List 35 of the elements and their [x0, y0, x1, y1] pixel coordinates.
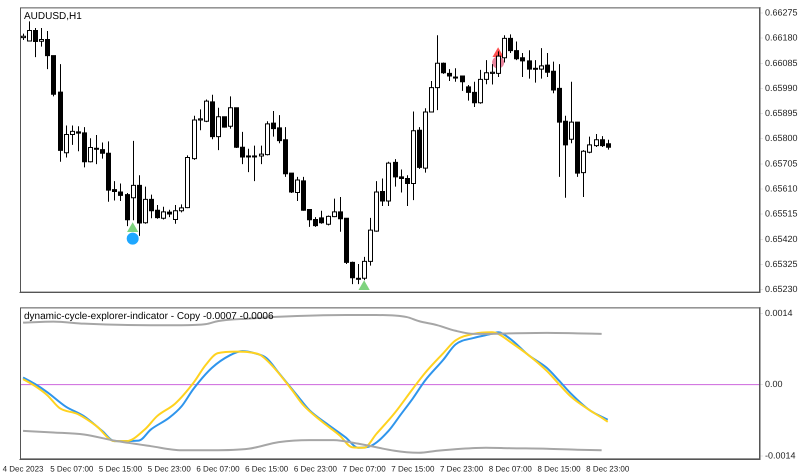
- y-tick-label: 0.65420: [765, 234, 798, 244]
- y-tick-label: 0.66275: [765, 7, 798, 18]
- y-tick-label: 0.65230: [765, 284, 798, 294]
- chart-title: AUDUSD,H1: [24, 11, 82, 22]
- y-tick-label: 0.00: [765, 379, 783, 390]
- y-tick-label: 0.65895: [765, 108, 798, 118]
- x-tick-label: 6 Dec 15:00: [245, 464, 289, 474]
- y-tick-label: 0.65800: [765, 133, 798, 144]
- line-series: [22, 331, 609, 449]
- x-tick-label: 6 Dec 23:00: [294, 464, 338, 474]
- y-tick-label: 0.66180: [765, 32, 798, 43]
- x-tick-label: 8 Dec 07:00: [488, 464, 532, 474]
- x-tick-label: 6 Dec 07:00: [196, 464, 240, 474]
- x-tick-label: 8 Dec 23:00: [586, 464, 630, 474]
- y-tick-label: 0.0014: [765, 308, 793, 318]
- y-tick-label: -0.0014: [765, 450, 796, 460]
- x-tick-label: 5 Dec 23:00: [148, 464, 192, 474]
- y-tick-label: 0.65705: [765, 158, 798, 168]
- point: [358, 280, 370, 290]
- x-tick-label: 8 Dec 15:00: [537, 464, 582, 474]
- x-tick-label: 7 Dec 07:00: [342, 464, 386, 474]
- line-series: [22, 430, 603, 454]
- point: [127, 222, 138, 232]
- y-tick-label: 0.65515: [765, 208, 798, 219]
- y-tick-label: 0.65610: [765, 184, 798, 194]
- x-tick-label: 5 Dec 15:00: [98, 464, 143, 474]
- point: [126, 232, 139, 245]
- x-tick-label: 7 Dec 15:00: [391, 464, 435, 474]
- y-tick-label: 0.65325: [765, 259, 798, 270]
- y-tick-label: 0.66085: [765, 58, 798, 68]
- x-tick-label: 4 Dec 2023: [2, 464, 44, 474]
- y-tick-label: 0.65990: [765, 82, 798, 93]
- x-tick-label: 5 Dec 07:00: [50, 464, 94, 474]
- chart-title: dynamic-cycle-explorer-indicator - Copy -0.0007 -0.0006: [24, 311, 274, 322]
- x-tick-label: 7 Dec 23:00: [440, 464, 484, 474]
